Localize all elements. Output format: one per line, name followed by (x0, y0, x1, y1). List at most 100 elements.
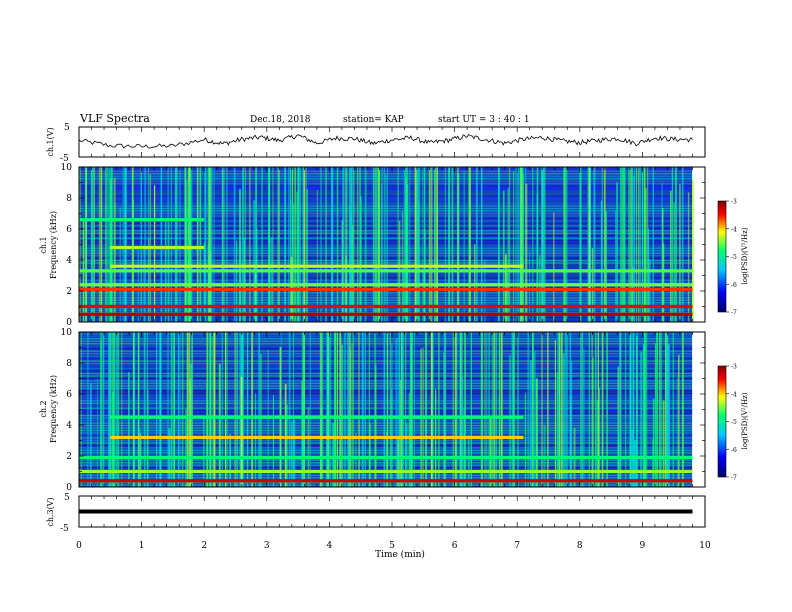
ch1-spectrogram-streak (85, 167, 88, 322)
ch1-colorbar-tick-label: -5 (731, 254, 737, 261)
ch1-spectrogram-streak (435, 167, 437, 322)
ch2-spectrogram-narrowband-line (110, 415, 524, 419)
ch2-spectrogram-streak (513, 332, 515, 487)
ch2-spectrogram-ytick-label: 10 (61, 328, 73, 338)
ch1-spectrogram-streak (638, 167, 640, 322)
ch2-spectrogram-streak (459, 332, 462, 487)
ch2-spectrogram-texture-line (79, 335, 693, 337)
ch2-spectrogram-streak (629, 332, 632, 487)
ch1-spectrogram-streak (636, 167, 638, 322)
ch2-spectrogram-texture-line (79, 444, 693, 447)
ch2-spectrogram-narrowband-line (79, 455, 693, 460)
ch1-spectrogram-streak (600, 200, 603, 322)
ch1-colorbar-label: log(PSD)(V²/Hz) (741, 227, 749, 284)
ch1-spectrogram-streak (306, 189, 308, 322)
ch2-spectrogram-streak (146, 332, 148, 487)
ch1-spectrogram-streak (681, 167, 684, 322)
ch2-spectrogram-streak (678, 354, 680, 487)
ch2-colorbar-tick-label: -7 (731, 475, 737, 482)
ch2-spectrogram-streak (599, 387, 601, 487)
ch2-spectrogram-streak (358, 332, 360, 487)
ch2-spectrogram-streak (259, 353, 262, 487)
ch2-spectrogram-streak (352, 332, 354, 487)
ch2-spectrogram-streak (284, 384, 287, 487)
ch2-spectrogram-streak (334, 332, 336, 487)
ch1-spectrogram-streak (481, 167, 483, 322)
ch1-spectrogram-streak (174, 167, 177, 322)
ch2-spectrogram-streak (191, 332, 193, 487)
ch2-spectrogram-streak (486, 332, 488, 487)
ch2-spectrogram-streak (397, 438, 399, 487)
time-tick-label: 6 (452, 541, 458, 551)
ch2-spectrogram-texture-line (79, 477, 693, 479)
ch1-colorbar-scale (717, 200, 727, 313)
ch1-spectrogram-streak (239, 189, 241, 322)
ch2-spectrogram-texture-line (79, 350, 693, 352)
ch1-spectrogram-streak (336, 167, 339, 322)
ch1-spectrogram-streak (436, 205, 438, 322)
ch1-spectrogram-streak (632, 266, 634, 322)
ch1-spectrogram-streak (553, 212, 555, 322)
ch1-spectrogram-streak (468, 167, 470, 322)
ch2-spectrogram-streak (405, 332, 407, 487)
ch2-spectrogram-texture-line (79, 392, 693, 394)
ch2-spectrogram-texture-line (79, 419, 693, 422)
ch2-spectrogram-streak (532, 332, 534, 487)
ch2-spectrogram-texture-line (79, 447, 693, 449)
ch2-spectrogram-ytick-label: 6 (66, 390, 72, 400)
ch2-spectrogram-streak (591, 332, 593, 487)
time-tick-label: 5 (389, 541, 395, 551)
ch2-spectrogram-streak (634, 440, 637, 487)
ch2-spectrogram-streak (588, 332, 590, 487)
ch1-spectrogram-streak (418, 200, 420, 322)
ch1-waveform-panel: 5 -5 ch.1(V) (46, 123, 706, 164)
ch1-spectrogram-streak (628, 167, 631, 322)
ch2-spectrogram-narrowband-line (110, 435, 524, 439)
ch1-spectrogram-streak (223, 167, 225, 322)
ch1-spectrogram-streak (268, 167, 271, 322)
ch2-spectrogram-streak (143, 332, 145, 487)
ch2-spectrogram-streak (191, 332, 193, 487)
ch1-colorbar-tick-label: -3 (731, 199, 737, 206)
ch1-spectrogram-streak (675, 167, 677, 322)
ch2-spectrogram-streak (355, 432, 357, 487)
ch2-spectrogram-streak (332, 423, 335, 487)
ch1-spectrogram-streak (284, 167, 286, 322)
ch2-spectrogram-panel: 0 2 4 6 8 10 ch.2 Frequency (kHz) -3 -4 -5 -6 -7 … (39, 328, 749, 493)
ch2-spectrogram-streak (389, 332, 392, 487)
ch1-spectrogram-streak (542, 167, 545, 322)
ch1-spectrogram-streak (670, 190, 672, 322)
ch1-spectrogram-streak (255, 167, 257, 322)
ch2-spectrogram-texture-line (79, 474, 693, 476)
ch2-spectrogram-streak (286, 404, 288, 487)
ch2-spectrogram-streak (405, 423, 408, 487)
ch1-spectrogram-streak (345, 167, 347, 322)
ch1-spectrogram-streak (360, 196, 362, 322)
ch2-spectrogram-streak (491, 332, 494, 487)
ch1-spectrogram-streak (221, 167, 223, 322)
ch2-spectrogram-texture-line (79, 427, 693, 429)
ch2-spectrogram-streak (547, 332, 549, 487)
ch2-spectrogram-texture-line (79, 397, 693, 399)
time-axis-label: Time (min) (375, 549, 425, 560)
ch1-spectrogram-streak (378, 167, 380, 322)
ch2-spectrogram-streak (234, 332, 237, 487)
ch1-spectrogram-streak (147, 167, 150, 322)
ch1-spectrogram-streak (243, 237, 245, 322)
ch2-spectrogram-streak (672, 332, 674, 487)
ch2-spectrogram-streak (181, 332, 184, 487)
ch2-spectrogram-streak (351, 342, 353, 487)
date-label: Dec.18, 2018 (250, 115, 311, 125)
ch1-spectrogram-streak (270, 237, 273, 322)
ch1-spectrogram-streak (98, 167, 101, 322)
ch1-colorbar-tick-label: -6 (731, 282, 737, 289)
ch1-spectrogram-streak (374, 167, 377, 322)
ch2-spectrogram-texture-line (79, 370, 693, 372)
ch2-spectrogram-streak (488, 332, 490, 487)
ch2-spectrogram-texture-line (79, 424, 693, 427)
ch1-spectrogram-streak (272, 167, 274, 322)
ch1-spectrogram-streak (93, 167, 95, 322)
ch2-spectrogram-streak (368, 332, 371, 487)
ch2-spectrogram-streak (511, 332, 514, 487)
ch2-spectrogram-ticks: 0 2 4 6 8 10 (61, 328, 706, 493)
